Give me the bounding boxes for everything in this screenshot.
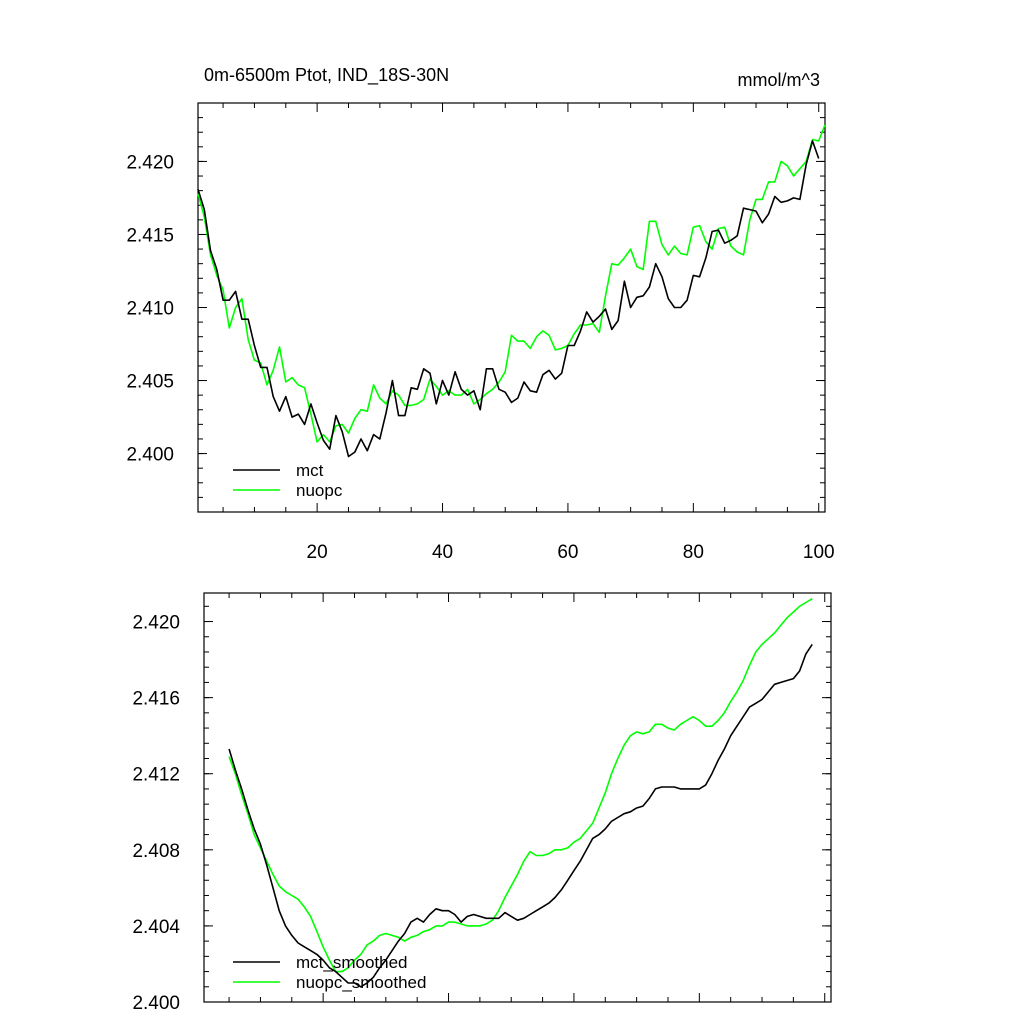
top-y-tick-label: 2.400 [126, 445, 174, 466]
top-panel: 0m-6500m Ptot, IND_18S-30N mmol/m^3 20 40… [126, 65, 834, 563]
bottom-y-tick-label: 2.404 [132, 917, 180, 938]
bottom-y-tick-label: 2.416 [132, 689, 180, 710]
bottom-axis-ticks: 2.400 2.404 2.408 2.412 2.416 2.420 [132, 593, 831, 1014]
legend-label-mct-smoothed: mct_smoothed [296, 953, 408, 972]
bottom-y-tick-label: 2.420 [132, 613, 180, 634]
top-x-tick-label: 20 [307, 542, 328, 563]
bottom-series-line-mct-smoothed [228, 643, 813, 988]
legend-label-nuopc: nuopc [296, 481, 343, 500]
top-x-tick-label: 40 [432, 542, 453, 563]
bottom-legend: mct_smoothed nuopc_smoothed [233, 953, 426, 992]
top-x-tick-label: 100 [803, 542, 835, 563]
bottom-y-tick-label: 2.412 [132, 765, 180, 786]
legend-label-mct: mct [296, 461, 324, 480]
bottom-series-group [228, 598, 813, 988]
bottom-y-tick-label: 2.408 [132, 841, 180, 862]
bottom-plot-frame [203, 592, 832, 1003]
top-chart-units: mmol/m^3 [738, 70, 820, 90]
legend-label-nuopc-smoothed: nuopc_smoothed [296, 973, 426, 992]
top-plot-frame [197, 102, 826, 513]
top-x-tick-label: 80 [683, 542, 704, 563]
top-series-group [197, 124, 826, 458]
top-y-tick-label: 2.410 [126, 299, 174, 320]
bottom-panel: 2.400 2.404 2.408 2.412 2.416 2.420 mct_smoot… [132, 592, 832, 1014]
top-y-tick-label: 2.420 [126, 152, 174, 173]
top-y-tick-label: 2.405 [126, 372, 174, 393]
bottom-series-line-nuopc-smoothed [228, 598, 813, 973]
top-series-line-mct [197, 140, 820, 458]
bottom-y-tick-label: 2.400 [132, 993, 180, 1014]
top-x-tick-label: 60 [557, 542, 578, 563]
top-axis-ticks: 20 40 60 80 100 2.400 2.405 2.410 2.415 2.420 [126, 102, 835, 563]
top-series-line-nuopc [197, 124, 826, 443]
top-y-tick-label: 2.415 [126, 225, 174, 246]
top-chart-title: 0m-6500m Ptot, IND_18S-30N [204, 65, 449, 86]
top-legend: mct nuopc [233, 461, 343, 500]
